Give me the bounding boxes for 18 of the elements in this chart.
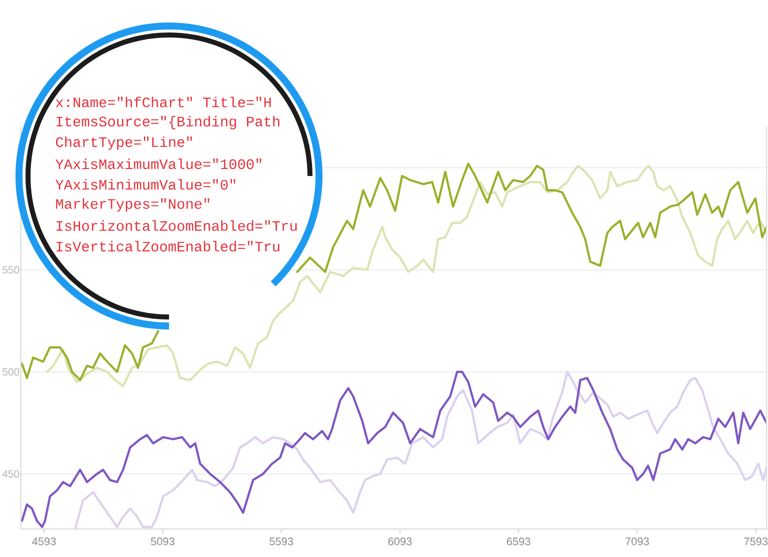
annotation: MarkerTypes="None": [56, 198, 210, 212]
x-tick-label: 4593: [32, 538, 56, 546]
y-tick-label: 550: [2, 266, 20, 274]
annotation: ItemsSource="{Binding Path: [56, 116, 280, 130]
annotation: ChartType="Line": [56, 136, 192, 150]
x-tick-label: 7093: [626, 538, 649, 546]
x-tick-label: 5593: [270, 538, 294, 546]
annotation: IsVerticalZoomEnabled="Tru: [56, 240, 280, 252]
text: x:Name="hfChart" Title="H: [56, 96, 271, 108]
x-tick-label: 6593: [506, 538, 530, 546]
annotation: IsHorizontalZoomEnabled="Tru: [56, 220, 297, 231]
x-tick-label: 6093: [388, 538, 412, 546]
annotation: YAxisMinimumValue="0": [55, 179, 236, 190]
x-tick-label: 5093: [150, 538, 174, 546]
y-tick-label: 500: [2, 368, 20, 376]
annotation: YAxisMaximumValue="1000": [55, 158, 262, 170]
y-tick-label: 450: [2, 470, 20, 478]
x-tick-label: 7593: [744, 538, 768, 546]
